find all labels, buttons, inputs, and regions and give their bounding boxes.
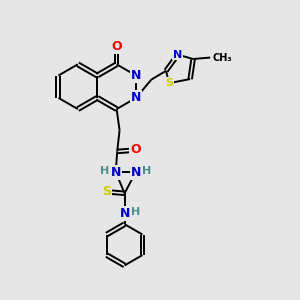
- Text: S: S: [102, 185, 111, 198]
- Text: N: N: [131, 69, 141, 82]
- Text: N: N: [119, 207, 130, 220]
- Text: O: O: [111, 40, 122, 52]
- Text: CH₃: CH₃: [213, 52, 232, 62]
- Text: O: O: [130, 143, 141, 157]
- Text: N: N: [173, 50, 182, 60]
- Text: N: N: [131, 92, 141, 104]
- Text: N: N: [110, 166, 121, 178]
- Text: N: N: [130, 166, 141, 178]
- Text: H: H: [100, 166, 109, 176]
- Text: S: S: [165, 78, 173, 88]
- Text: H: H: [142, 166, 152, 176]
- Text: H: H: [131, 207, 140, 218]
